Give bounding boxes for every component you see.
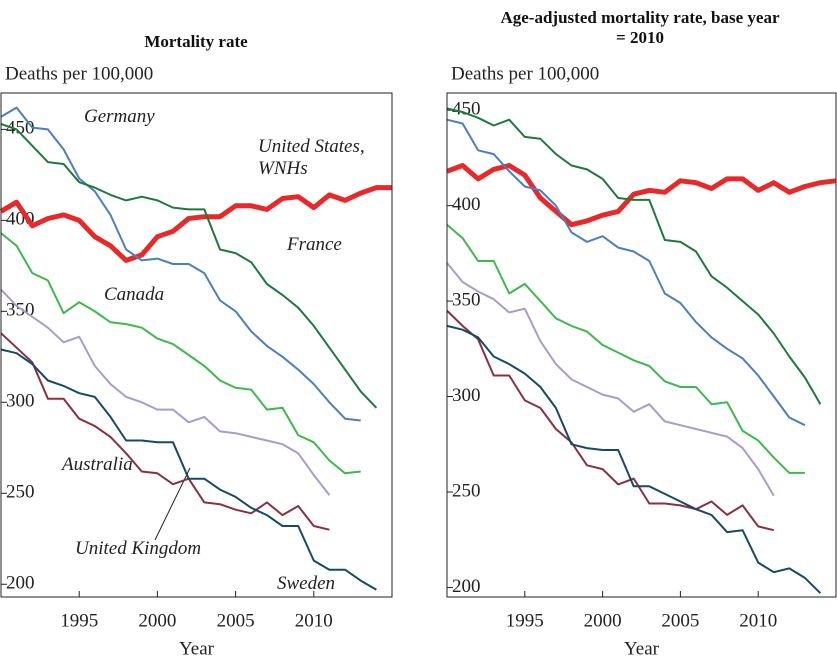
series-line (0, 185, 392, 263)
series-label: Germany (84, 106, 155, 127)
series-line (446, 309, 775, 532)
y-tick-label: 400 (452, 194, 481, 215)
series-line (0, 332, 330, 531)
y-tick-label: 350 (6, 300, 35, 321)
series-line (0, 232, 361, 475)
series-label: United Kingdom (75, 538, 202, 559)
series-line (446, 163, 837, 228)
series-line (446, 118, 806, 427)
y-tick-label: 250 (452, 480, 481, 501)
y-tick-label: 200 (452, 576, 481, 597)
series-line (446, 223, 805, 474)
y-tick-label: 200 (6, 573, 35, 594)
series-line (446, 107, 822, 405)
x-tick-label: 1995 (60, 610, 98, 631)
x-tick-label: 2010 (739, 610, 777, 631)
plot-frame (0, 92, 393, 598)
plot-frame (446, 92, 837, 598)
series-line (0, 288, 331, 496)
x-tick-label: 2005 (217, 610, 255, 631)
y-tick-label: 300 (6, 391, 35, 412)
y-axis-label: Deaths per 100,000 (5, 63, 153, 84)
y-axis-label: Deaths per 100,000 (451, 63, 599, 84)
x-tick-label: 2010 (295, 610, 333, 631)
series-label: Sweden (277, 573, 336, 594)
x-tick-label: 1995 (506, 610, 544, 631)
series-label: Canada (104, 284, 165, 305)
series-line (0, 106, 361, 422)
series-line (446, 324, 822, 594)
series-line (446, 262, 775, 497)
y-tick-label: 450 (6, 118, 35, 139)
chart-title: Mortality rate (144, 32, 248, 51)
series-label: France (287, 234, 342, 255)
chart-title: Age-adjusted mortality rate, base year =… (500, 8, 780, 47)
y-tick-label: 300 (452, 385, 481, 406)
x-tick-label: 2000 (584, 610, 622, 631)
y-tick-label: 350 (452, 289, 481, 310)
series-line (0, 348, 377, 591)
series-label: United States, WNHs (258, 136, 365, 179)
x-axis-label: Year (179, 638, 215, 659)
x-tick-label: 2000 (138, 610, 176, 631)
series-line (0, 122, 378, 409)
series-label: Australia (62, 454, 133, 475)
x-tick-label: 2005 (661, 610, 699, 631)
x-axis-label: Year (624, 638, 660, 659)
y-tick-label: 250 (6, 482, 35, 503)
y-tick-label: 450 (452, 99, 481, 120)
leader-line (154, 467, 191, 541)
